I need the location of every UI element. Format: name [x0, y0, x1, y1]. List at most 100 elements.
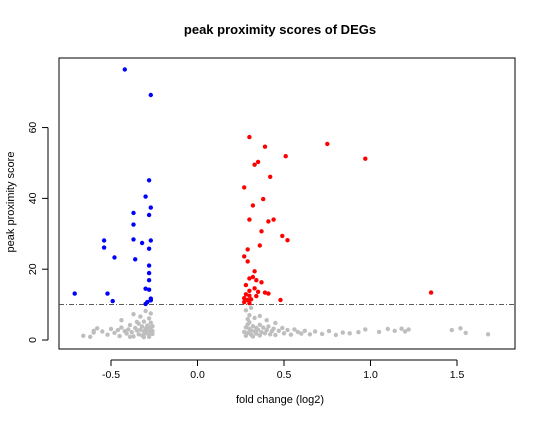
data-point-ns: [295, 329, 300, 335]
data-point-up: [254, 278, 259, 283]
data-point-down: [148, 238, 153, 243]
data-point-ns: [245, 330, 250, 336]
data-point-down: [148, 92, 153, 98]
data-point-ns: [105, 332, 110, 337]
data-point-ns: [95, 326, 100, 331]
data-point-up: [243, 282, 249, 288]
y-tick-label: 40: [27, 192, 39, 204]
data-point-ns: [458, 326, 463, 331]
data-point-down: [139, 240, 145, 246]
data-point-ns: [273, 332, 278, 338]
data-point-ns: [392, 328, 397, 333]
data-point-ns: [485, 332, 491, 337]
data-point-ns: [281, 331, 287, 336]
data-point-up: [255, 159, 261, 165]
data-point-ns: [129, 330, 134, 335]
data-point-ns: [138, 314, 143, 319]
data-point-ns: [141, 319, 147, 324]
data-point-ns: [242, 329, 247, 335]
data-point-ns: [119, 325, 124, 330]
data-point-ns: [143, 308, 148, 314]
y-axis-label: peak proximity score: [5, 152, 17, 253]
data-point-up: [268, 174, 273, 179]
data-point-ns: [406, 327, 411, 332]
x-tick-label: 1.5: [450, 369, 465, 381]
data-point-ns: [250, 324, 256, 329]
data-point-up: [257, 243, 262, 248]
data-point-ns: [108, 326, 114, 332]
data-point-ns: [148, 320, 153, 325]
data-point-ns: [119, 318, 124, 323]
data-point-ns: [463, 330, 468, 336]
data-point-ns: [376, 329, 382, 335]
x-tick-label: 1.0: [363, 369, 378, 381]
y-tick-label: 0: [27, 337, 39, 343]
data-point-ns: [363, 327, 368, 332]
data-point-ns: [264, 318, 269, 323]
data-point-ns: [91, 328, 96, 333]
data-point-up: [280, 233, 285, 239]
data-point-ns: [276, 328, 281, 333]
data-point-down: [72, 291, 77, 296]
data-point-ns: [141, 335, 147, 340]
data-point-down: [146, 263, 152, 268]
data-point-down: [143, 286, 148, 291]
data-point-up: [285, 238, 290, 243]
data-point-down: [101, 238, 107, 243]
data-point-up: [242, 299, 247, 305]
data-point-down: [131, 222, 136, 227]
data-point-up: [252, 269, 257, 274]
data-point-ns: [248, 305, 254, 310]
x-tick-label: -0.5: [102, 369, 120, 381]
y-tick-label: 20: [27, 263, 39, 275]
data-point-ns: [266, 324, 271, 329]
data-point-ns: [136, 332, 141, 337]
data-point-ns: [261, 325, 266, 330]
data-point-down: [131, 237, 136, 242]
data-point-up: [261, 196, 266, 202]
data-point-up: [262, 290, 268, 295]
data-point-ns: [254, 331, 259, 336]
data-point-ns: [81, 333, 86, 338]
data-point-up: [247, 217, 252, 222]
data-point-up: [363, 156, 368, 161]
data-point-ns: [88, 334, 93, 339]
data-point-ns: [247, 313, 252, 318]
data-point-ns: [134, 328, 140, 333]
data-point-ns: [402, 329, 408, 334]
data-point-ns: [385, 326, 390, 332]
data-point-ns: [326, 328, 332, 334]
data-point-ns: [347, 331, 352, 336]
data-point-ns: [273, 320, 278, 326]
data-point-ns: [319, 331, 325, 337]
data-point-down: [146, 178, 152, 183]
data-point-up: [242, 185, 247, 190]
data-point-up: [247, 134, 252, 140]
data-point-ns: [150, 324, 155, 329]
data-point-ns: [340, 330, 345, 335]
data-point-ns: [134, 319, 140, 325]
data-point-ns: [302, 328, 307, 333]
data-point-ns: [131, 312, 136, 317]
data-point-ns: [146, 316, 152, 321]
data-point-up: [259, 229, 264, 234]
chart-title: peak proximity scores of DEGs: [184, 22, 376, 37]
data-point-ns: [299, 331, 304, 336]
data-point-ns: [280, 325, 285, 331]
data-point-ns: [271, 326, 276, 331]
data-point-ns: [115, 327, 121, 333]
data-point-ns: [252, 315, 257, 321]
data-point-down: [143, 194, 148, 199]
data-point-up: [250, 274, 256, 280]
plot-frame: [58, 57, 516, 350]
x-tick-label: 0.5: [277, 369, 292, 381]
data-point-ns: [255, 327, 261, 332]
data-point-down: [105, 291, 110, 296]
data-point-down: [146, 212, 152, 218]
data-point-ns: [131, 334, 136, 339]
data-point-down: [148, 298, 153, 303]
data-point-up: [428, 290, 434, 295]
